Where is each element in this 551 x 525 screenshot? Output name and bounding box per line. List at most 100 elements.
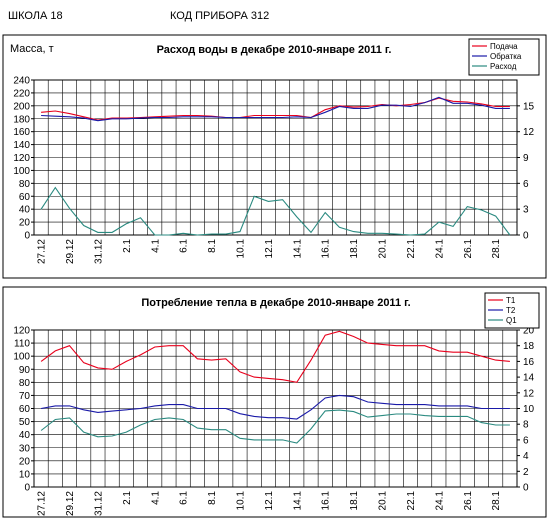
x-tick-label: 8.1 bbox=[207, 239, 218, 253]
y2-tick-label: 3 bbox=[523, 205, 529, 216]
series-line-Расход bbox=[40, 186, 511, 236]
x-tick-label: 26.1 bbox=[463, 239, 474, 259]
y2-tick-label: 15 bbox=[523, 101, 535, 112]
y-tick-label: 60 bbox=[19, 192, 31, 203]
y2-tick-label: 18 bbox=[523, 341, 535, 352]
y2-tick-label: 9 bbox=[523, 153, 529, 164]
y2-tick-label: 6 bbox=[523, 179, 529, 190]
y-axis-label: Масса, т bbox=[10, 43, 54, 55]
x-tick-label: 18.1 bbox=[349, 491, 360, 511]
legend-entry: Q1 bbox=[506, 316, 517, 325]
series-line-T1 bbox=[40, 330, 510, 383]
y2-tick-label: 8 bbox=[523, 420, 529, 431]
x-tick-label: 14.1 bbox=[292, 239, 303, 259]
x-tick-label: 8.1 bbox=[207, 491, 218, 505]
x-tick-label: 24.1 bbox=[434, 491, 445, 511]
y-tick-label: 100 bbox=[13, 352, 30, 363]
x-tick-label: 12.1 bbox=[264, 239, 275, 259]
x-tick-label: 18.1 bbox=[349, 239, 360, 259]
y-tick-label: 160 bbox=[13, 127, 30, 138]
x-tick-label: 14.1 bbox=[292, 491, 303, 511]
x-tick-label: 28.1 bbox=[491, 491, 502, 511]
x-tick-label: 24.1 bbox=[434, 239, 445, 259]
series-line-Обратка bbox=[41, 96, 510, 122]
y-tick-label: 0 bbox=[24, 483, 30, 494]
y-tick-label: 70 bbox=[19, 391, 31, 402]
y-tick-label: 40 bbox=[19, 430, 31, 441]
x-tick-label: 10.1 bbox=[235, 491, 246, 511]
x-tick-label: 29.12 bbox=[65, 491, 76, 516]
y2-tick-label: 20 bbox=[523, 326, 535, 337]
y-tick-label: 110 bbox=[14, 339, 30, 350]
x-tick-label: 28.1 bbox=[491, 239, 502, 259]
y2-tick-label: 0 bbox=[523, 231, 529, 242]
series-line-Q1 bbox=[40, 409, 510, 444]
y2-tick-label: 2 bbox=[523, 467, 529, 478]
y-tick-label: 200 bbox=[13, 101, 30, 112]
legend-entry: Обратка bbox=[490, 52, 522, 61]
x-tick-label: 2.1 bbox=[122, 491, 133, 505]
x-tick-label: 27.12 bbox=[37, 491, 48, 516]
x-tick-label: 10.1 bbox=[235, 239, 246, 259]
y-tick-label: 120 bbox=[13, 153, 30, 164]
y-tick-label: 50 bbox=[19, 417, 31, 428]
chart-frame bbox=[2, 34, 547, 279]
y-tick-label: 80 bbox=[19, 378, 31, 389]
x-tick-label: 20.1 bbox=[378, 491, 389, 511]
y-tick-label: 10 bbox=[19, 469, 31, 480]
y2-tick-label: 12 bbox=[523, 127, 535, 138]
plot-area bbox=[33, 79, 518, 236]
y-tick-label: 180 bbox=[13, 114, 30, 125]
legend-entry: Расход bbox=[490, 62, 517, 71]
y2-tick-label: 14 bbox=[523, 373, 535, 384]
y2-tick-label: 6 bbox=[523, 435, 529, 446]
x-tick-label: 2.1 bbox=[122, 239, 133, 253]
x-tick-label: 29.12 bbox=[65, 239, 76, 264]
y-tick-label: 20 bbox=[19, 456, 31, 467]
x-tick-label: 31.12 bbox=[93, 239, 104, 264]
y-tick-label: 40 bbox=[19, 205, 31, 216]
x-tick-label: 20.1 bbox=[378, 239, 389, 259]
y-tick-label: 120 bbox=[13, 326, 30, 337]
y-tick-label: 30 bbox=[19, 443, 31, 454]
x-tick-label: 6.1 bbox=[179, 239, 190, 253]
y2-tick-label: 4 bbox=[523, 451, 529, 462]
y2-tick-label: 0 bbox=[523, 483, 529, 494]
y-tick-label: 90 bbox=[19, 365, 31, 376]
y-tick-label: 80 bbox=[19, 179, 31, 190]
school-label: ШКОЛА 18 bbox=[8, 10, 63, 22]
x-tick-label: 27.12 bbox=[37, 239, 48, 264]
x-tick-label: 4.1 bbox=[150, 239, 161, 253]
y-tick-label: 0 bbox=[24, 231, 30, 242]
x-tick-label: 26.1 bbox=[463, 491, 474, 511]
x-tick-label: 16.1 bbox=[321, 491, 332, 511]
x-tick-label: 6.1 bbox=[179, 491, 190, 505]
x-tick-label: 31.12 bbox=[93, 491, 104, 516]
y2-tick-label: 12 bbox=[523, 388, 535, 399]
legend-box bbox=[468, 38, 540, 76]
legend-entry: T1 bbox=[506, 296, 516, 305]
legend-entry: Подача bbox=[490, 42, 518, 51]
plot-area bbox=[33, 329, 518, 488]
x-tick-label: 22.1 bbox=[406, 239, 417, 259]
y-tick-label: 20 bbox=[19, 218, 31, 229]
x-tick-label: 4.1 bbox=[150, 491, 161, 505]
x-tick-label: 22.1 bbox=[406, 491, 417, 511]
chart-frame bbox=[2, 286, 547, 518]
chart-title: Расход воды в декабре 2010-январе 2011 г… bbox=[157, 44, 392, 56]
y-tick-label: 140 bbox=[13, 140, 30, 151]
chart-title: Потребление тепла в декабре 2010-январе … bbox=[141, 297, 410, 309]
y-tick-label: 220 bbox=[13, 88, 30, 99]
y-tick-label: 240 bbox=[13, 76, 30, 87]
x-tick-label: 12.1 bbox=[264, 491, 275, 511]
series-line-T2 bbox=[41, 394, 510, 420]
legend-entry: T2 bbox=[506, 306, 516, 315]
y2-tick-label: 10 bbox=[523, 404, 535, 415]
y-tick-label: 60 bbox=[19, 404, 31, 415]
y-tick-label: 100 bbox=[13, 166, 30, 177]
x-tick-label: 16.1 bbox=[321, 239, 332, 259]
device-code-label: КОД ПРИБОРА 312 bbox=[170, 10, 270, 22]
y2-tick-label: 16 bbox=[523, 357, 535, 368]
